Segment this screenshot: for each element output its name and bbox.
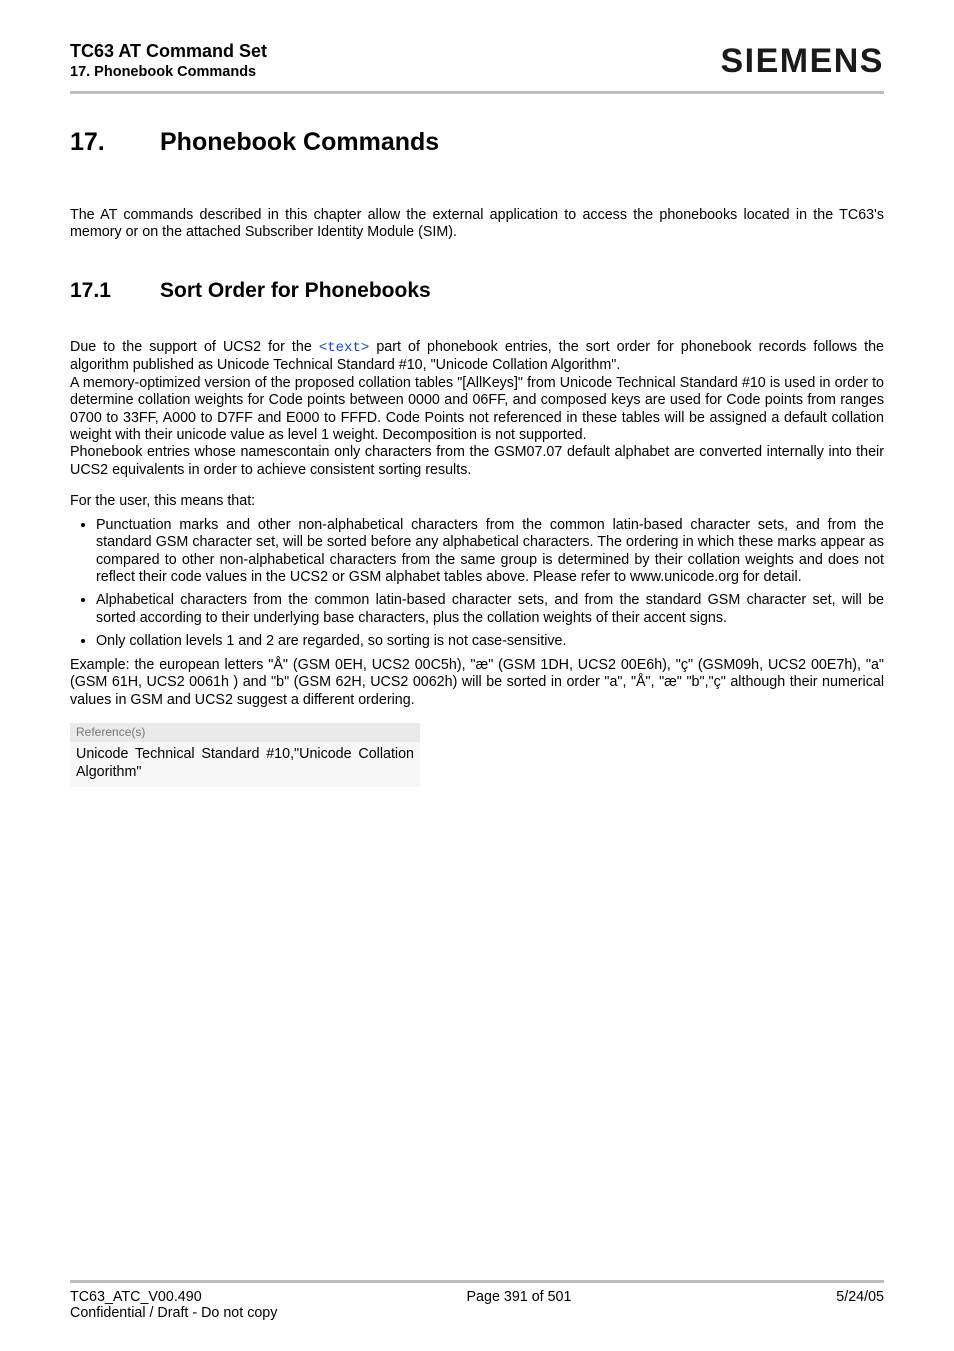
header-title: TC63 AT Command Set	[70, 40, 267, 63]
bullet-list: Punctuation marks and other non-alphabet…	[70, 517, 884, 651]
page-footer: TC63_ATC_V00.490 Page 391 of 501 5/24/05…	[70, 1280, 884, 1321]
reference-label: Reference(s)	[70, 723, 420, 742]
footer-left: TC63_ATC_V00.490	[70, 1289, 202, 1305]
chapter-heading: 17.Phonebook Commands	[70, 128, 884, 157]
p1-pre: Due to the support of UCS2 for the	[70, 339, 319, 355]
siemens-logo: SIEMENS	[720, 42, 884, 81]
header-left: TC63 AT Command Set 17. Phonebook Comman…	[70, 40, 267, 81]
paragraph-2: A memory-optimized version of the propos…	[70, 375, 884, 445]
header-rule	[70, 91, 884, 94]
footer-right: 5/24/05	[836, 1289, 884, 1305]
bullet-item: Only collation levels 1 and 2 are regard…	[96, 633, 884, 650]
section-heading: 17.1Sort Order for Phonebooks	[70, 278, 884, 304]
paragraph-1: Due to the support of UCS2 for the <text…	[70, 339, 884, 375]
header-subtitle: 17. Phonebook Commands	[70, 63, 267, 81]
reference-text: Unicode Technical Standard #10,"Unicode …	[70, 742, 420, 788]
bullet-item: Alphabetical characters from the common …	[96, 592, 884, 627]
chapter-number: 17.	[70, 128, 160, 157]
paragraph-4: For the user, this means that:	[70, 493, 884, 510]
example-paragraph: Example: the european letters "Å" (GSM 0…	[70, 657, 884, 709]
section-number: 17.1	[70, 278, 160, 304]
chapter-title: Phonebook Commands	[160, 128, 439, 156]
footer-center: Page 391 of 501	[467, 1289, 572, 1305]
intro-paragraph: The AT commands described in this chapte…	[70, 207, 884, 242]
bullet-item: Punctuation marks and other non-alphabet…	[96, 517, 884, 587]
section-title: Sort Order for Phonebooks	[160, 279, 431, 302]
page-header: TC63 AT Command Set 17. Phonebook Comman…	[70, 40, 884, 87]
footer-confidential: Confidential / Draft - Do not copy	[70, 1305, 884, 1321]
paragraph-3: Phonebook entries whose namescontain onl…	[70, 444, 884, 479]
code-text-param: <text>	[319, 340, 369, 356]
reference-box: Reference(s) Unicode Technical Standard …	[70, 723, 420, 787]
footer-rule	[70, 1280, 884, 1283]
